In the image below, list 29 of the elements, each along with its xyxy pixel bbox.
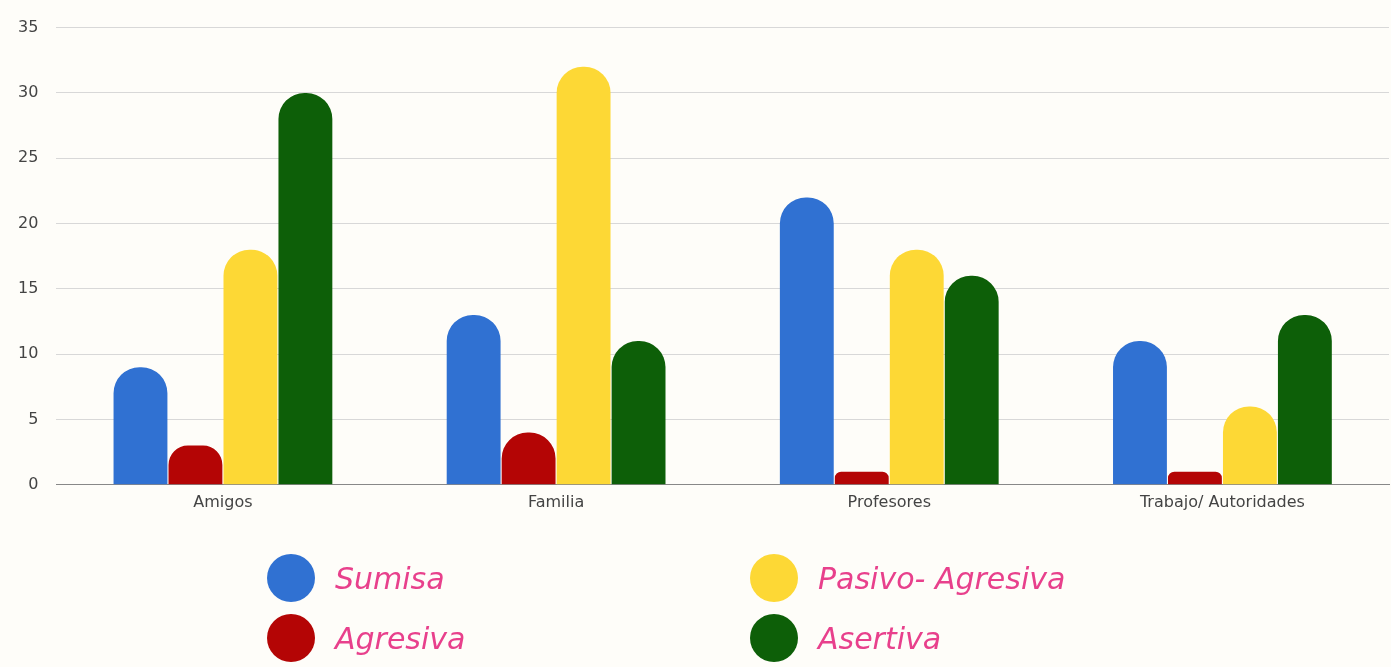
x-tick-label: Trabajo/ Autoridades bbox=[1138, 491, 1305, 511]
x-tick-label: Amigos bbox=[193, 491, 253, 511]
bar bbox=[834, 471, 889, 485]
bar bbox=[1113, 341, 1167, 485]
y-tick-label: 0 bbox=[28, 473, 39, 493]
legend-label: Asertiva bbox=[818, 620, 942, 656]
y-tick-label: 35 bbox=[18, 16, 39, 36]
bar bbox=[1168, 471, 1222, 485]
x-tick-label: Familia bbox=[527, 491, 585, 511]
y-tick-label: 10 bbox=[18, 343, 39, 363]
bar bbox=[556, 66, 611, 485]
bar bbox=[278, 92, 333, 485]
bar bbox=[944, 275, 999, 485]
bar bbox=[446, 314, 501, 485]
bar bbox=[889, 249, 944, 485]
bar bbox=[113, 367, 168, 485]
y-tick-label: 5 bbox=[28, 408, 39, 428]
legend-label: Sumisa bbox=[335, 560, 445, 596]
bar bbox=[223, 249, 278, 485]
bar bbox=[1277, 314, 1332, 485]
y-tick-label: 25 bbox=[18, 147, 39, 167]
legend-label: Agresiva bbox=[335, 620, 466, 656]
bar bbox=[779, 197, 834, 485]
bar bbox=[611, 341, 666, 485]
y-tick-label: 30 bbox=[18, 82, 39, 102]
legend-label: Pasivo- Agresiva bbox=[818, 560, 1066, 596]
y-tick-label: 15 bbox=[18, 278, 39, 298]
x-tick-label: Profesores bbox=[847, 491, 931, 511]
y-tick-label: 20 bbox=[18, 212, 39, 232]
